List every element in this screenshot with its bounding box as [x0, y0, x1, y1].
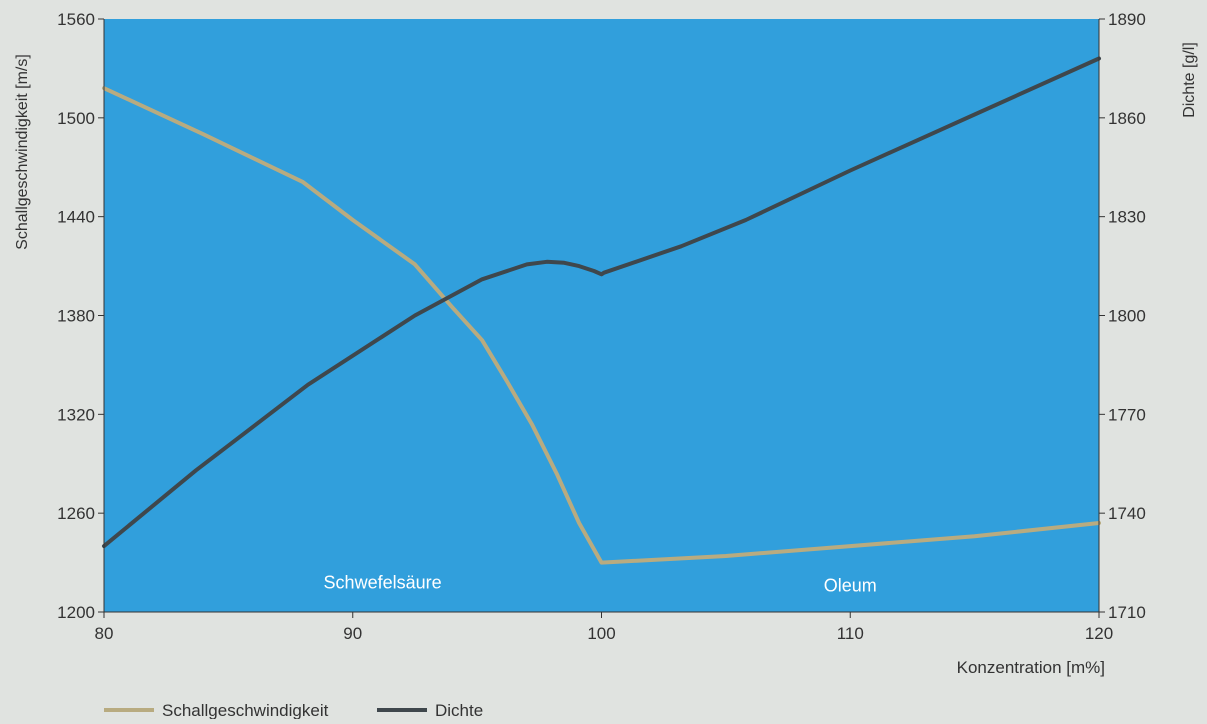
- y-right-tick-label: 1830: [1108, 208, 1146, 227]
- region-label: Schwefelsäure: [324, 572, 442, 592]
- y-left-tick-label: 1200: [57, 603, 95, 622]
- region-labels: Schwefelsäure Oleum: [324, 572, 877, 595]
- x-axis-label: Konzentration [m%]: [957, 658, 1105, 677]
- y-left-tick-label: 1260: [57, 504, 95, 523]
- y-right-tick-label: 1710: [1108, 603, 1146, 622]
- y-right-tick-label: 1890: [1108, 10, 1146, 29]
- y-left-tick-label: 1320: [57, 405, 95, 424]
- y-left-tick-label: 1560: [57, 10, 95, 29]
- legend-label-dichte: Dichte: [435, 701, 483, 719]
- plot-area: [104, 19, 1099, 612]
- series-line-dichte: [102, 56, 1101, 549]
- y-right-tick-label: 1740: [1108, 504, 1146, 523]
- y-left-tick-label: 1380: [57, 307, 95, 326]
- y-axis-left-label: Schallgeschwindigkeit [m/s]: [14, 54, 31, 250]
- y-right-tick-label: 1860: [1108, 109, 1146, 128]
- y-right-tick-label: 1770: [1108, 405, 1146, 424]
- x-tick-label: 90: [343, 624, 362, 643]
- series-line-schallgeschwindigkeit: [102, 86, 1101, 565]
- series-group: [102, 56, 1101, 565]
- x-tick-label: 100: [587, 624, 615, 643]
- x-tick-label: 110: [837, 624, 864, 643]
- x-tick-label: 80: [95, 624, 114, 643]
- axes: 80 90 100 110 120 1200 1260 1320 1380 1440 1500 156…: [57, 10, 1146, 643]
- y-left-tick-label: 1500: [57, 109, 95, 128]
- x-tick-label: 120: [1085, 624, 1113, 643]
- y-axis-right-label: Dichte [g/l]: [1181, 42, 1198, 118]
- legend-label-schallgeschwindigkeit: Schallgeschwindigkeit: [162, 701, 329, 719]
- legend: Schallgeschwindigkeit Dichte: [104, 701, 483, 720]
- region-label: Oleum: [824, 576, 877, 596]
- y-left-tick-label: 1440: [57, 208, 95, 227]
- y-right-tick-label: 1800: [1108, 307, 1146, 326]
